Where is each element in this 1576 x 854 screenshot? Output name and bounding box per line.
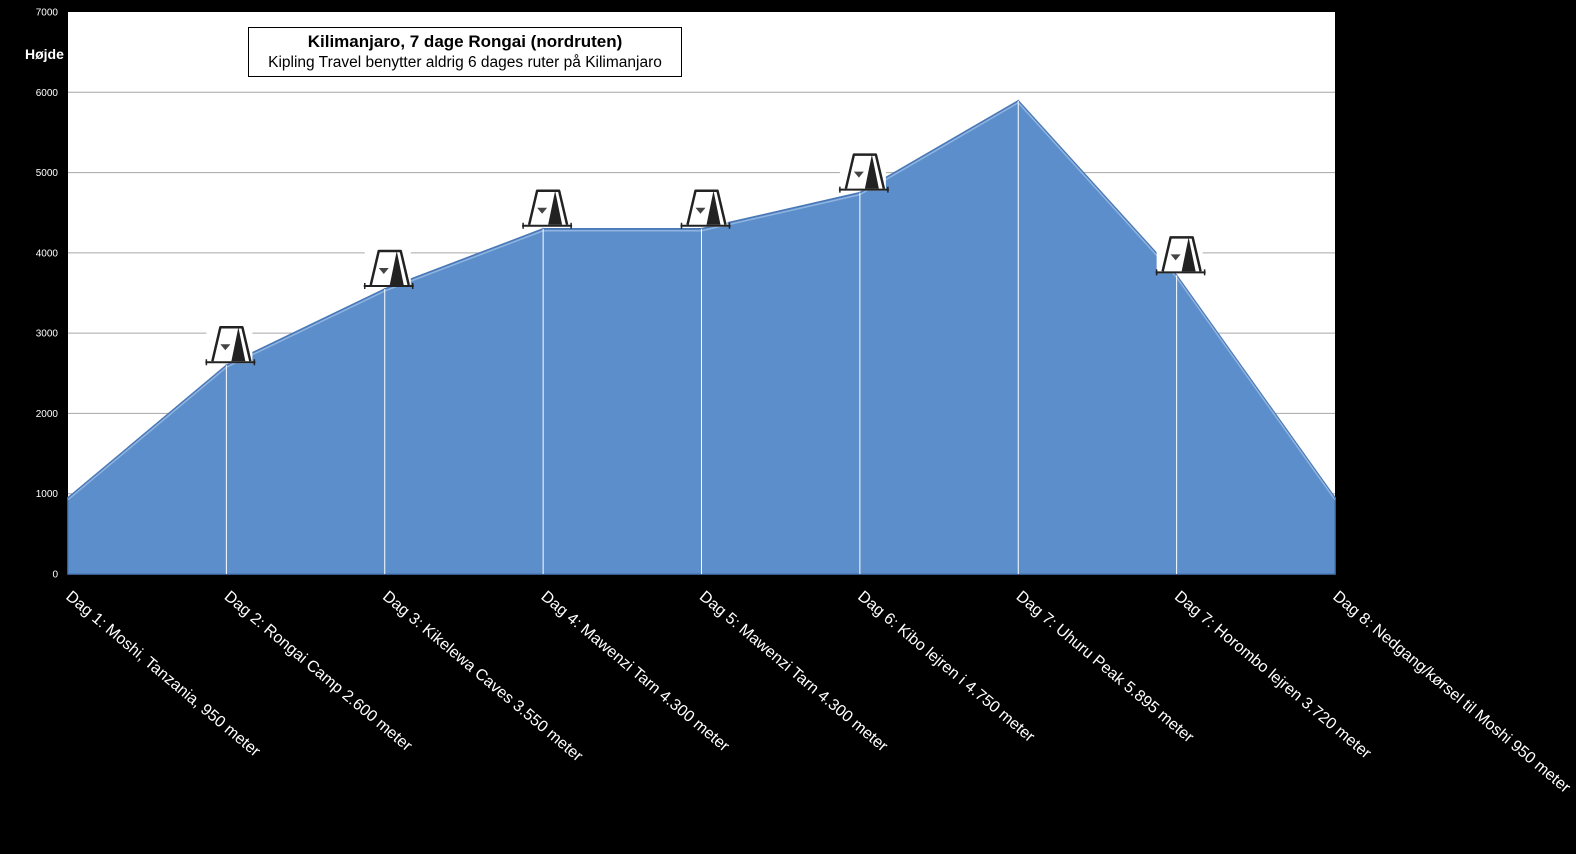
tent-icon [680, 186, 731, 229]
camp-markers [205, 150, 1206, 366]
tent-icon-flap [706, 190, 721, 225]
tent-icon-outline [527, 189, 569, 226]
chart-subtitle: Kipling Travel benytter aldrig 6 dages r… [268, 54, 662, 71]
y-tick-label: 1000 [36, 489, 59, 500]
y-axis-ticks: 0 1000 2000 3000 4000 5000 6000 7000 [36, 8, 59, 581]
tent-icon-logo [1170, 254, 1181, 261]
tent-icon-outline [369, 249, 410, 286]
tent-icon-logo [537, 207, 548, 214]
chart-title: Kilimanjaro, 7 dage Rongai (nordruten) [307, 32, 623, 51]
y-tick-label: 2000 [36, 409, 59, 420]
tent-icon-outline [1161, 236, 1202, 272]
x-tick-label: Dag 8: Nedgang/kørsel til Moshi 950 mete… [1329, 588, 1573, 797]
data-point [67, 496, 69, 499]
tent-icon [522, 186, 573, 229]
y-tick-label: 5000 [36, 168, 59, 179]
x-tick-label: Dag 7: Horombo lejren 3.720 meter [1171, 588, 1375, 763]
tent-icon-flap [1181, 237, 1196, 272]
tent-icon-outline [844, 153, 886, 189]
tent-icon-outline [686, 189, 727, 226]
x-tick-label: Dag 6: Kibo lejren i 4.750 meter [854, 588, 1038, 746]
tent-icon [205, 323, 256, 366]
drop-lines [225, 100, 1178, 574]
x-tick-label: Dag 1: Moshi, Tanzania, 950 meter [62, 588, 263, 761]
y-axis-label: Højde [25, 46, 64, 62]
tent-icon [1155, 233, 1206, 276]
x-tick-label: Dag 5: Mawenzi Tarn 4.300 meter [696, 588, 891, 756]
y-tick-label: 3000 [36, 329, 59, 340]
tent-icon-flap [548, 190, 563, 225]
tent-icon-flap [389, 250, 404, 285]
tent-icon-logo [378, 267, 389, 274]
x-tick-label: Dag 7: Uhuru Peak 5.895 meter [1013, 588, 1197, 747]
tent-icon-logo [695, 207, 706, 214]
x-tick-label: Dag 2: Rongai Camp 2.600 meter [221, 588, 416, 755]
y-tick-label: 4000 [36, 248, 59, 259]
tent-icon-logo [853, 171, 864, 178]
tent-icon-logo [220, 344, 231, 351]
tent-icon-flap [231, 327, 246, 362]
tent-icon-outline [211, 326, 252, 362]
tent-icon [363, 246, 414, 289]
y-tick-label: 0 [52, 570, 58, 581]
data-point [1334, 496, 1336, 499]
y-tick-label: 7000 [36, 8, 59, 19]
x-tick-label: Dag 4: Mawenzi Tarn 4.300 meter [538, 588, 733, 756]
y-tick-label: 6000 [36, 88, 59, 99]
tent-icon [838, 150, 889, 193]
tent-icon-flap [864, 154, 879, 189]
chart-title-box: Kilimanjaro, 7 dage Rongai (nordruten) K… [248, 27, 682, 77]
